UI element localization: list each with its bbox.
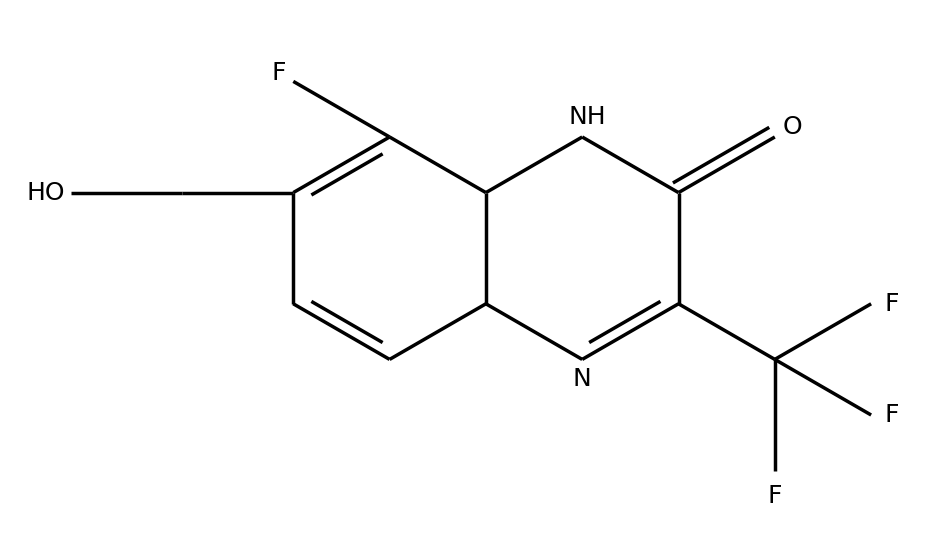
- Text: F: F: [271, 61, 286, 85]
- Text: HO: HO: [26, 181, 65, 205]
- Text: F: F: [885, 292, 899, 316]
- Text: F: F: [885, 403, 899, 427]
- Text: N: N: [573, 368, 592, 391]
- Text: NH: NH: [569, 105, 607, 129]
- Text: F: F: [768, 484, 782, 508]
- Text: O: O: [782, 115, 802, 139]
